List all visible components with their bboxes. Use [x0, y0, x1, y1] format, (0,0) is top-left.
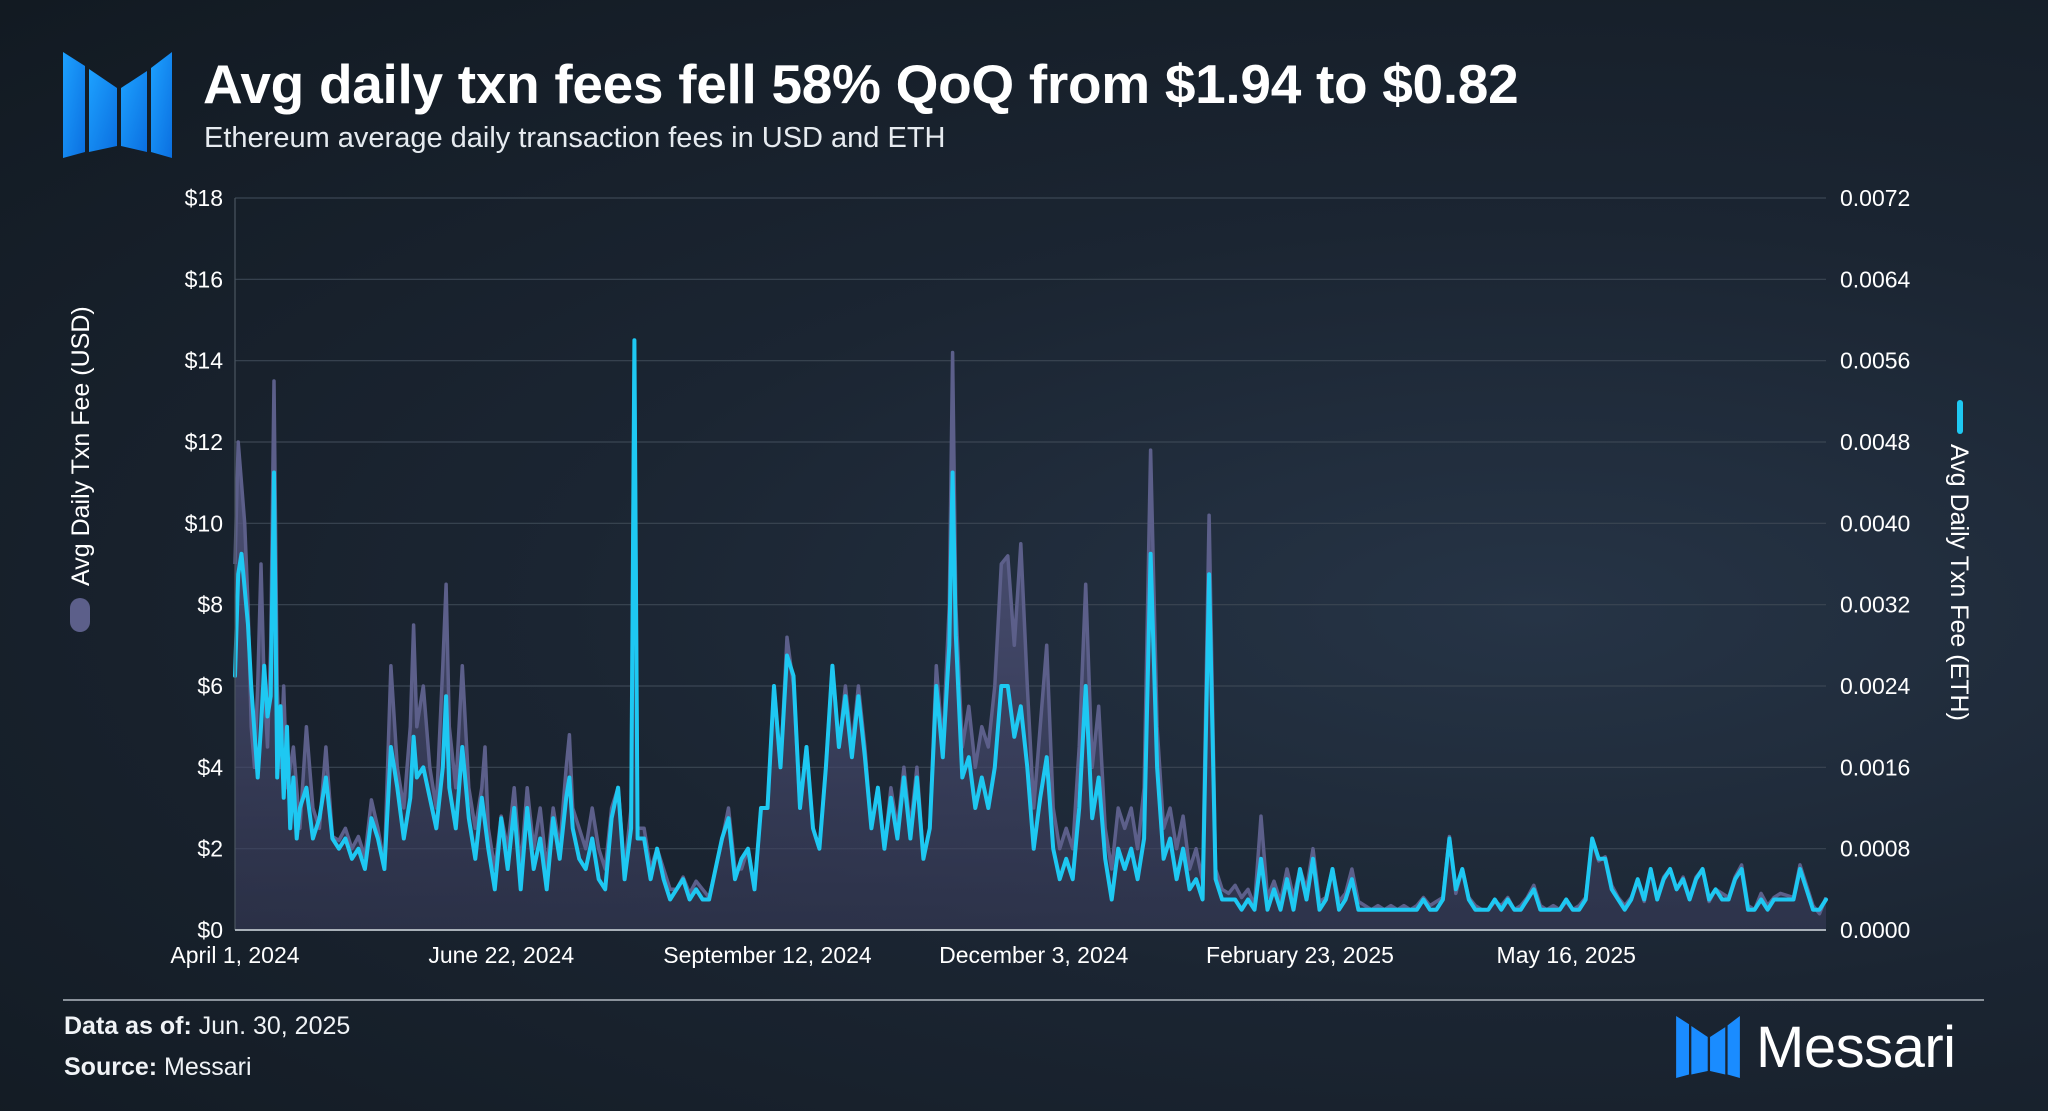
x-tick-label: September 12, 2024 [663, 942, 872, 968]
messari-logo-icon [63, 52, 172, 158]
chart-subtitle: Ethereum average daily transaction fees … [204, 122, 946, 154]
y-tick-right: 0.0040 [1840, 510, 1910, 536]
y-tick-right: 0.0000 [1840, 917, 1910, 943]
dual-axis-fee-chart: $0 0.0000 $2 0.0008 $4 0.0016 $6 0.0024 $8 0.0032… [67, 185, 1973, 968]
right-axis-title-group: Avg Daily Txn Fee (ETH) [1945, 400, 1973, 721]
footer-source-label: Source: [64, 1053, 158, 1081]
y-tick-left: $16 [185, 266, 223, 292]
left-axis-title-group: Avg Daily Txn Fee (USD) [67, 306, 95, 632]
y-tick-right: 0.0016 [1840, 754, 1910, 780]
eth-line-layer [233, 338, 1828, 912]
footer-as-of-value: Jun. 30, 2025 [198, 1012, 351, 1040]
y-axis-right-title: Avg Daily Txn Fee (ETH) [1945, 444, 1973, 721]
usd-series-line [233, 338, 1828, 916]
footer-divider [63, 999, 1984, 1001]
y-tick-left: $6 [197, 673, 223, 699]
x-tick-label: April 1, 2024 [170, 942, 299, 968]
footer-source-value: Messari [164, 1053, 252, 1081]
footer-as-of-label: Data as of: [64, 1012, 192, 1040]
y-axis-left-title: Avg Daily Txn Fee (USD) [67, 306, 95, 586]
y-tick-left: $14 [185, 348, 224, 374]
y-tick-right: 0.0032 [1840, 592, 1910, 618]
y-tick-left: $18 [185, 185, 223, 211]
y-tick-right: 0.0024 [1840, 673, 1911, 699]
messari-brand-icon [1676, 1016, 1740, 1078]
x-tick-label: May 16, 2025 [1497, 942, 1636, 968]
y-tick-left: $8 [197, 592, 223, 618]
footer-source: Source: Messari [64, 1053, 252, 1082]
y-tick-right: 0.0072 [1840, 185, 1910, 211]
y-tick-left: $2 [197, 836, 223, 862]
x-tick-label: June 22, 2024 [428, 942, 574, 968]
y-tick-left: $0 [197, 917, 223, 943]
y-tick-left: $4 [197, 754, 223, 780]
y-tick-right: 0.0008 [1840, 836, 1910, 862]
y-tick-left: $10 [185, 510, 223, 536]
y-tick-left: $12 [185, 429, 223, 455]
x-tick-label: December 3, 2024 [939, 942, 1128, 968]
brand-name: Messari [1756, 1014, 1956, 1080]
x-tick-label: February 23, 2025 [1206, 942, 1394, 968]
axes: $0 0.0000 $2 0.0008 $4 0.0016 $6 0.0024 $8 0.0032… [170, 185, 1910, 968]
footer-data-as-of: Data as of: Jun. 30, 2025 [64, 1012, 350, 1041]
y-tick-right: 0.0048 [1840, 429, 1910, 455]
y-tick-right: 0.0064 [1840, 266, 1911, 292]
legend-swatch-eth [1957, 400, 1963, 434]
y-tick-right: 0.0056 [1840, 348, 1910, 374]
legend-swatch-usd [70, 598, 90, 632]
eth-series-line [233, 338, 1828, 912]
brand-lockup: Messari [1676, 1014, 1956, 1080]
chart-title: Avg daily txn fees fell 58% QoQ from $1.… [203, 53, 1519, 115]
